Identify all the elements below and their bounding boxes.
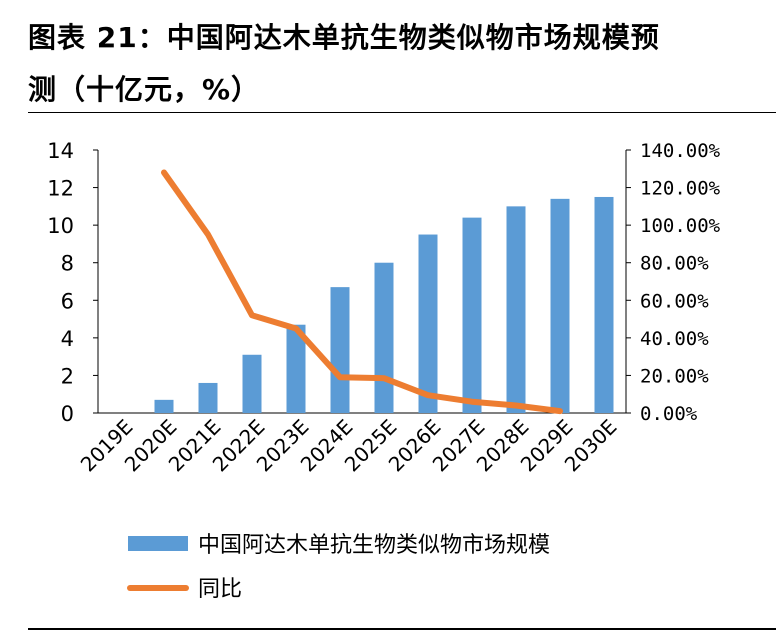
yoy-line [161, 169, 563, 415]
right-tick-label: 20.00% [640, 365, 709, 387]
legend-bar-swatch [128, 536, 188, 551]
left-tick-label: 8 [61, 252, 74, 276]
left-axis: 0 2 4 6 8 10 12 14 [47, 139, 626, 426]
bar-2029E [550, 198, 570, 413]
bar-2021E [198, 382, 218, 413]
legend-bar-label: 中国阿达木单抗生物类似物市场规模 [198, 533, 550, 558]
legend-line-label: 同比 [198, 577, 242, 602]
left-tick-label: 12 [47, 177, 74, 201]
bar-2022E [242, 354, 262, 413]
right-tick-label: 40.00% [640, 328, 709, 350]
right-tick-label: 140.00% [640, 140, 721, 162]
left-tick-label: 14 [47, 139, 74, 163]
right-tick-label: 60.00% [640, 290, 709, 312]
chart-title-line2: 测（十亿元，%） [28, 73, 261, 106]
chart-title: 图表 21：中国阿达木单抗生物类似物市场规模预 测（十亿元，%） [28, 12, 768, 116]
right-tick-label: 100.00% [640, 215, 721, 237]
bottom-rule [28, 628, 776, 630]
right-tick-label: 120.00% [640, 178, 721, 200]
left-tick-label: 2 [61, 364, 74, 388]
bar-2030E [594, 196, 614, 413]
bar-2027E [462, 217, 482, 413]
bar-series [154, 196, 614, 413]
left-tick-label: 10 [47, 214, 74, 238]
chart-title-line1: 图表 21：中国阿达木单抗生物类似物市场规模预 [28, 21, 660, 54]
line-series [161, 169, 563, 415]
bar-2026E [418, 234, 438, 413]
right-tick-label: 0.00% [640, 403, 698, 425]
bar-2024E [330, 287, 350, 413]
left-tick-label: 0 [61, 402, 74, 426]
bar-2020E [154, 399, 174, 413]
title-rule [28, 112, 776, 113]
bar-2025E [374, 262, 394, 413]
left-tick-label: 4 [61, 327, 74, 351]
bar-2028E [506, 206, 526, 413]
left-tick-label: 6 [61, 289, 74, 313]
right-axis: 0.00% 20.00% 40.00% 60.00% 80.00% 100.00% 120.… [625, 140, 721, 425]
x-axis-labels: 2019E2020E2021E2022E2023E2024E2025E2026E… [76, 415, 622, 477]
right-tick-label: 80.00% [640, 253, 709, 275]
bar-2023E [286, 324, 306, 413]
